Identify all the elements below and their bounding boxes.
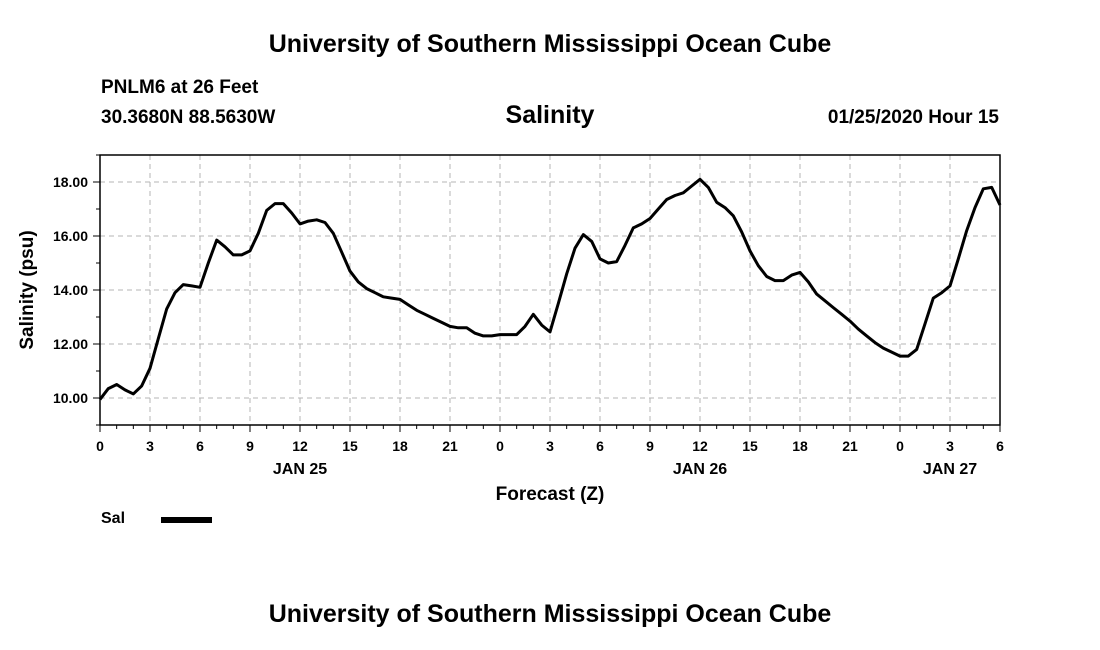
org-title-top: University of Southern Mississippi Ocean…	[268, 30, 832, 58]
x-tick-label: 21	[842, 438, 858, 454]
station-label: PNLM6 at 26 Feet	[101, 77, 259, 98]
forecast-timestamp: 01/25/2020 Hour 15	[827, 107, 999, 128]
y-axis-label: Salinity (psu)	[17, 230, 38, 349]
y-tick-label: 14.00	[53, 282, 88, 298]
x-tick-label: 6	[596, 438, 604, 454]
x-tick-label: 0	[96, 438, 104, 454]
x-tick-label: 0	[496, 438, 504, 454]
x-tick-label: 6	[996, 438, 1004, 454]
legend-label: Sal	[101, 510, 126, 527]
org-title-bottom: University of Southern Mississippi Ocean…	[268, 600, 832, 628]
x-tick-label: 3	[546, 438, 554, 454]
y-tick-label: 16.00	[53, 228, 88, 244]
x-tick-label: 9	[246, 438, 254, 454]
x-tick-label: 21	[442, 438, 458, 454]
date-label: JAN 26	[673, 461, 727, 478]
x-tick-label: 12	[692, 438, 708, 454]
x-tick-label: 18	[792, 438, 808, 454]
y-tick-label: 18.00	[53, 174, 88, 190]
x-tick-label: 6	[196, 438, 204, 454]
x-tick-label: 18	[392, 438, 408, 454]
x-tick-label: 3	[946, 438, 954, 454]
y-tick-label: 10.00	[53, 390, 88, 406]
date-label: JAN 25	[273, 461, 327, 478]
x-tick-label: 12	[292, 438, 308, 454]
x-tick-label: 15	[342, 438, 358, 454]
x-tick-label: 0	[896, 438, 904, 454]
legend-line-swatch	[161, 517, 212, 523]
coordinates-label: 30.3680N 88.5630W	[101, 107, 276, 128]
series-line-sal	[98, 177, 1002, 401]
chart-title: Salinity	[505, 101, 595, 129]
date-label: JAN 27	[923, 461, 977, 478]
y-tick-label: 12.00	[53, 336, 88, 352]
x-tick-label: 15	[742, 438, 758, 454]
x-axis-label: Forecast (Z)	[496, 484, 605, 505]
x-tick-label: 3	[146, 438, 154, 454]
x-tick-label: 9	[646, 438, 654, 454]
